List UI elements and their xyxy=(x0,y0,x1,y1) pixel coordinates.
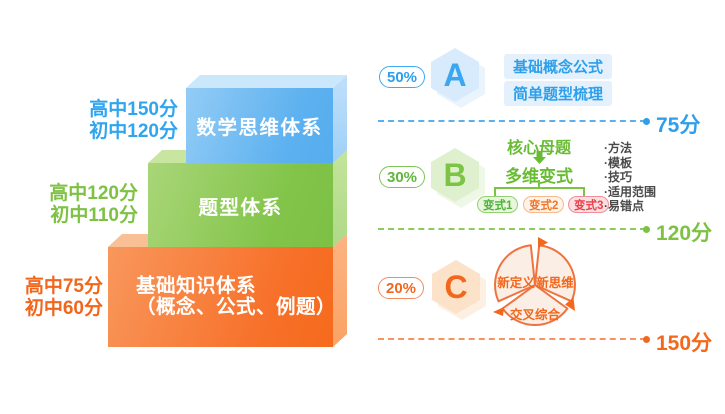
flow-source-label: 核心母题 xyxy=(506,140,571,157)
pie-label-new-thinking: 新思维 xyxy=(536,276,574,290)
score-middle-school: 初中60分 xyxy=(24,298,103,319)
cycle-arrow-right-icon xyxy=(565,297,575,311)
variant-text: 变式2 xyxy=(529,199,559,212)
percent-value: 30% xyxy=(386,168,418,186)
math-thinking-block xyxy=(186,88,333,163)
question-type-block-side-face xyxy=(333,150,347,247)
question-type-block xyxy=(148,163,333,247)
milestone-line-150 xyxy=(378,338,646,340)
grade-letter: B xyxy=(443,156,467,193)
variant-pill-2: 变式2 xyxy=(523,196,565,213)
score-label-foundation: 高中75分 初中60分 xyxy=(0,276,103,320)
bracket-stem xyxy=(538,180,540,188)
milestone-dot-120 xyxy=(643,226,650,233)
note-item: ·模板 xyxy=(604,155,632,170)
grade-a-topic-1: 基础概念公式 xyxy=(504,54,613,79)
score-label-question-type: 高中120分 初中110分 xyxy=(8,183,138,227)
down-arrow-icon xyxy=(533,151,546,164)
milestone-dot-75 xyxy=(643,118,650,125)
note-item: ·技巧 xyxy=(604,170,632,184)
block-label-text: 题型体系 xyxy=(198,196,283,219)
milestone-label-150: 150分 xyxy=(656,332,713,355)
pie-sector-new-definition xyxy=(494,244,536,303)
percent-badge-b: 30% xyxy=(379,166,425,188)
variant-text: 变式3 xyxy=(574,199,604,212)
score-high-school: 高中120分 xyxy=(49,183,138,204)
topic-text: 基础概念公式 xyxy=(513,59,604,76)
block-label-text: 数学思维体系 xyxy=(196,117,323,139)
percent-value: 50% xyxy=(386,68,418,86)
bracket-bar xyxy=(494,187,585,189)
bracket-drop-right xyxy=(583,187,585,196)
foundation-block xyxy=(108,247,333,347)
milestone-dot-150 xyxy=(643,336,650,343)
milestone-line-75 xyxy=(378,120,646,122)
foundation-block-side-face xyxy=(333,234,347,347)
question-type-block-label: 题型体系 xyxy=(148,163,333,247)
milestone-label-120: 120分 xyxy=(656,222,713,245)
flow-result-label: 多维变式 xyxy=(505,167,573,186)
pie-label-cross-synthesis: 交叉综合 xyxy=(509,308,560,322)
cycle-arrow-top-icon xyxy=(538,237,548,248)
milestone-label-75: 75分 xyxy=(656,114,701,137)
note-item: ·适用范围 xyxy=(604,184,656,199)
pie-sector-cross-synthesis xyxy=(501,284,569,326)
score-high-school: 高中150分 xyxy=(89,99,178,120)
grade-letter: A xyxy=(443,56,467,93)
cycle-arrow-left-icon xyxy=(493,307,504,316)
math-thinking-block-label: 数学思维体系 xyxy=(186,88,333,163)
bracket-drop-left xyxy=(494,187,496,196)
block-label-subtext: （概念、公式、例题） xyxy=(136,296,337,318)
block-label-text: 基础知识体系 xyxy=(136,275,257,297)
note-item: ·方法 xyxy=(604,141,632,155)
score-label-math-thinking: 高中150分 初中120分 xyxy=(38,99,178,143)
topic-text: 简单题型梳理 xyxy=(513,86,604,103)
pie-label-new-definition: 新定义 xyxy=(497,276,535,290)
math-thinking-block-side-face xyxy=(333,75,347,163)
score-middle-school: 初中110分 xyxy=(50,205,138,226)
milestone-line-120 xyxy=(378,228,646,230)
percent-badge-c: 20% xyxy=(378,277,424,299)
score-middle-school: 初中120分 xyxy=(89,121,178,142)
variant-pill-3: 变式3 xyxy=(568,196,610,213)
grade-letter: C xyxy=(444,268,468,305)
math-thinking-block-top-face xyxy=(186,75,347,88)
pie-sector-new-thinking xyxy=(534,244,576,303)
score-high-school: 高中75分 xyxy=(24,276,103,297)
grade-a-topic-2: 简单题型梳理 xyxy=(504,81,613,106)
note-item: ·易错点 xyxy=(604,199,644,213)
cycle-pie-diagram xyxy=(493,237,576,326)
variant-pill-1: 变式1 xyxy=(477,196,519,213)
grade-b-notes-list: ·方法 ·模板 ·技巧 ·适用范围 ·易错点 xyxy=(604,141,656,214)
percent-badge-a: 50% xyxy=(379,66,425,88)
percent-value: 20% xyxy=(385,279,417,297)
variant-text: 变式1 xyxy=(483,199,513,212)
foundation-block-label: 基础知识体系 （概念、公式、例题） xyxy=(108,247,337,347)
